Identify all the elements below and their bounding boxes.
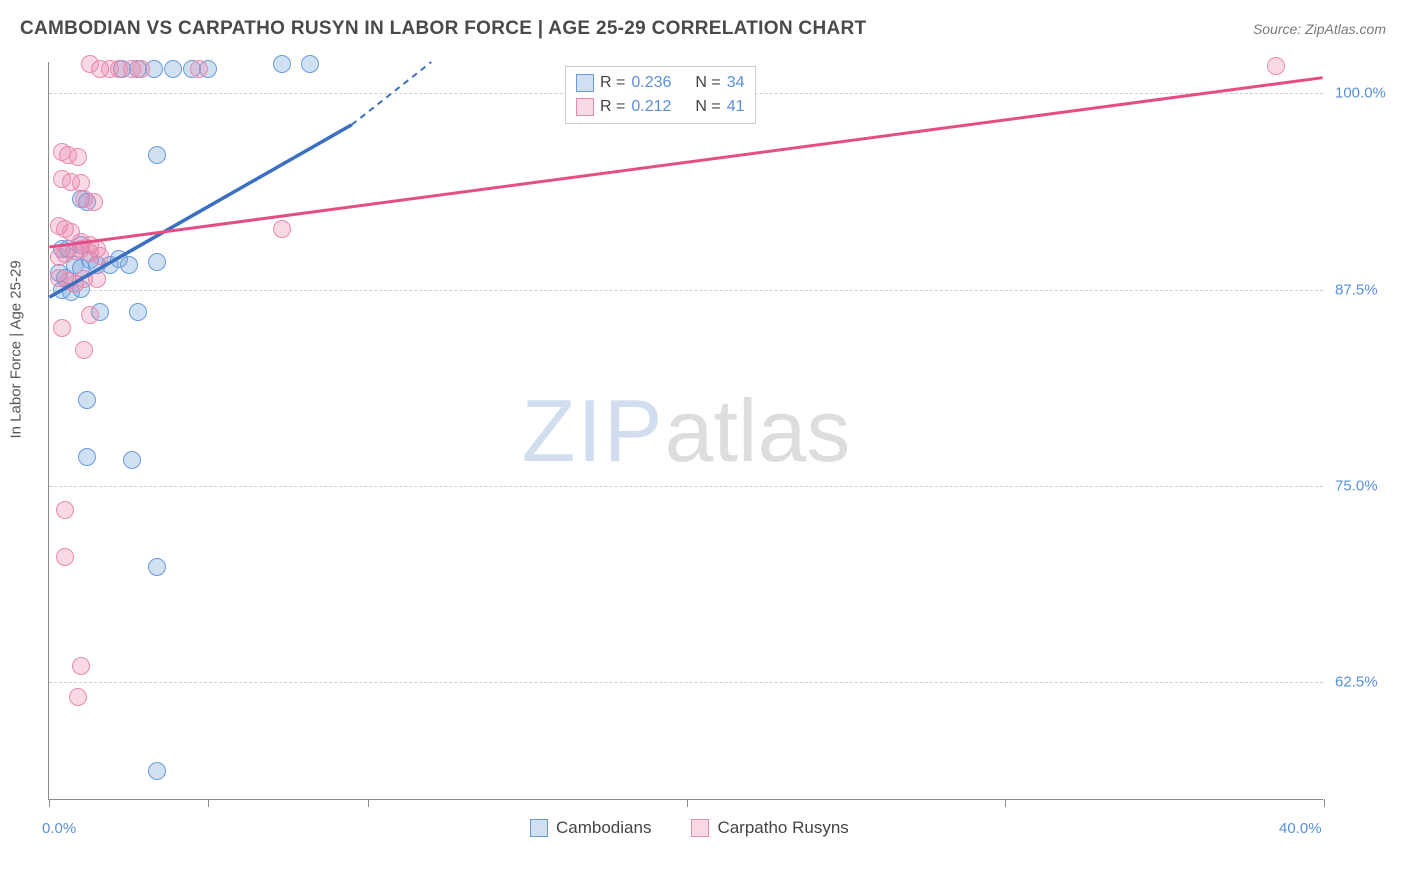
scatter-point: [273, 220, 291, 238]
scatter-point: [1267, 57, 1285, 75]
scatter-point: [81, 306, 99, 324]
series1-swatch-icon: [576, 74, 594, 92]
y-tick-label: 62.5%: [1335, 674, 1378, 691]
legend-label: Cambodians: [556, 818, 651, 838]
y-tick-label: 87.5%: [1335, 281, 1378, 298]
scatter-point: [56, 501, 74, 519]
stats-row-2: R = 0.212 N = 41: [576, 95, 745, 119]
chart-title: CAMBODIAN VS CARPATHO RUSYN IN LABOR FOR…: [20, 18, 866, 40]
scatter-point: [69, 688, 87, 706]
scatter-point: [78, 391, 96, 409]
series-legend: Cambodians Carpatho Rusyns: [530, 818, 849, 838]
legend-item-2: Carpatho Rusyns: [691, 818, 848, 838]
scatter-point: [72, 657, 90, 675]
series1-swatch-icon: [530, 819, 548, 837]
legend-item-1: Cambodians: [530, 818, 651, 838]
x-tick-label-right: 40.0%: [1279, 820, 1322, 837]
scatter-point: [132, 60, 150, 78]
scatter-point: [123, 451, 141, 469]
r-value: 0.212: [631, 95, 671, 119]
scatter-point: [148, 762, 166, 780]
watermark-part2: atlas: [665, 381, 851, 480]
scatter-point: [91, 247, 109, 265]
scatter-point: [129, 303, 147, 321]
scatter-point: [190, 60, 208, 78]
watermark-part1: ZIP: [522, 381, 665, 480]
y-axis-label: In Labor Force | Age 25-29: [8, 260, 25, 438]
scatter-point: [148, 558, 166, 576]
y-tick-label: 75.0%: [1335, 477, 1378, 494]
series2-swatch-icon: [691, 819, 709, 837]
n-label: N =: [695, 95, 720, 119]
n-value: 41: [727, 95, 745, 119]
scatter-point: [69, 148, 87, 166]
scatter-point: [85, 193, 103, 211]
scatter-point: [148, 253, 166, 271]
watermark: ZIPatlas: [522, 380, 851, 482]
trend-lines-layer: [49, 62, 1323, 799]
source-credit: Source: ZipAtlas.com: [1253, 21, 1386, 37]
scatter-chart: ZIPatlas: [48, 62, 1323, 800]
scatter-point: [273, 55, 291, 73]
n-value: 34: [727, 71, 745, 95]
scatter-point: [75, 341, 93, 359]
scatter-point: [88, 270, 106, 288]
scatter-point: [53, 319, 71, 337]
r-label: R =: [600, 71, 625, 95]
scatter-point: [56, 548, 74, 566]
legend-label: Carpatho Rusyns: [717, 818, 848, 838]
series2-swatch-icon: [576, 98, 594, 116]
r-label: R =: [600, 95, 625, 119]
scatter-point: [78, 448, 96, 466]
scatter-point: [120, 256, 138, 274]
y-tick-label: 100.0%: [1335, 85, 1386, 102]
stats-row-1: R = 0.236 N = 34: [576, 71, 745, 95]
stats-legend: R = 0.236 N = 34 R = 0.212 N = 41: [565, 66, 756, 124]
scatter-point: [164, 60, 182, 78]
r-value: 0.236: [631, 71, 671, 95]
x-tick-label-left: 0.0%: [42, 820, 76, 837]
scatter-point: [301, 55, 319, 73]
scatter-point: [148, 146, 166, 164]
n-label: N =: [695, 71, 720, 95]
